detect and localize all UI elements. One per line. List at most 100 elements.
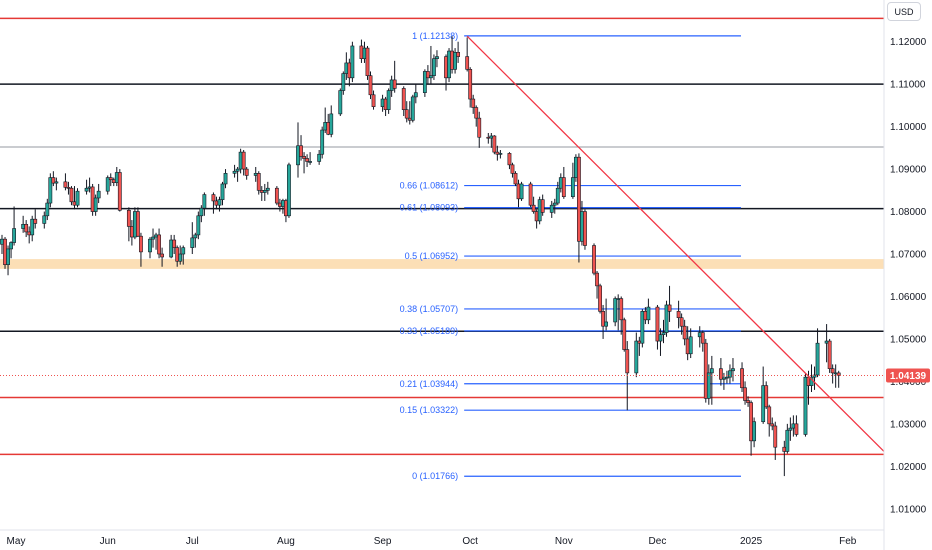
candle-89 [371,90,376,110]
candle-184 [773,421,778,460]
candle-11 [45,198,50,221]
candle-18 [72,186,77,210]
candle-61 [256,171,261,195]
candle-body [558,177,563,189]
price-axis[interactable]: 1.12000 1.11000 1.10000 1.09000 1.08000 1.070… [883,0,927,550]
candle-194 [815,328,820,378]
candle-body [277,202,282,207]
fib-level-label-7: 0.15 (1.03322) [400,405,459,415]
candle-body [172,239,177,248]
candle-87 [365,45,370,80]
candle-body [33,218,38,224]
currency-button[interactable]: USD [887,2,921,21]
candle-body [105,177,110,192]
candle-119 [498,149,503,159]
candle-body [743,387,747,401]
fib-level-label-5: 0.33 (1.05189) [400,326,459,336]
candle-75 [317,149,322,165]
candle-174 [731,358,735,382]
candle-body [432,58,436,76]
candle-body [139,235,143,253]
candle-body [815,342,820,376]
candle-93 [389,75,394,97]
candle-body [96,190,101,199]
candle-136 [574,154,578,182]
candle-190 [803,372,808,437]
candle-body [709,368,714,374]
candle-body [253,173,258,176]
candle-24 [96,183,101,204]
price-tick-label: 1.03000 [890,419,927,430]
candle-body [764,385,769,408]
candle-185 [782,440,787,477]
candle-107 [450,36,454,74]
candle-51 [214,196,219,210]
candle-body [413,92,418,98]
candle-36 [151,228,155,248]
candle-53 [220,181,225,206]
candle-body [9,242,13,250]
candle-41 [172,234,177,255]
candle-160 [676,300,681,329]
candle-body [495,151,500,155]
candle-57 [238,148,243,174]
candle-body [552,202,557,206]
candle-82 [344,52,349,80]
candle-body [235,168,240,172]
candle-3 [9,241,13,259]
candle-body [770,423,775,427]
candle-22 [90,183,95,216]
candle-151 [637,336,642,356]
trendline-layer[interactable] [466,35,885,452]
candle-body [836,372,841,376]
candle-112 [471,94,476,114]
last-price-layer: 1.04139 [0,368,930,383]
candle-121 [510,162,515,178]
candle-81 [341,71,346,95]
candle-body [238,151,243,170]
candle-body [329,113,334,135]
time-axis[interactable]: May Jun Jul Aug Sep Oct Nov Dec 2025 Feb [0,529,884,547]
candle-body [474,107,479,119]
candle-body [296,145,300,166]
candle-body [794,423,799,435]
candle-body [244,168,249,176]
candle-105 [444,54,448,91]
candle-134 [561,166,566,199]
candle-158 [664,300,669,337]
candle-body [640,311,645,344]
candle-143 [601,304,605,339]
candle-29 [117,169,122,212]
candle-95 [401,86,406,117]
candle-body [117,172,122,211]
candle-2 [6,245,10,276]
candle-47 [196,211,201,240]
candle-body [389,79,394,91]
candle-72 [302,152,306,174]
candle-69 [287,162,291,218]
fib-level-label-0: 1 (1.12138) [412,31,458,41]
candle-155 [655,304,660,350]
candle-body [223,173,228,185]
candle-body [114,172,119,183]
candle-body [386,90,391,110]
candle-45 [190,222,195,255]
candle-64 [265,181,270,195]
candle-body [27,231,32,236]
candle-body [510,164,515,174]
candle-170 [718,358,723,386]
candle-116 [489,133,494,148]
fibonacci-retracement[interactable]: 1 (1.12138) 0.66 (1.08612) 0.61 (1.08093) 0… [400,31,741,481]
time-tick-label: May [7,536,26,547]
candle-198 [833,364,838,388]
candle-79 [329,105,334,138]
candle-body [347,62,352,79]
price-tick-label: 1.09000 [890,165,927,176]
price-tick-label: 1.07000 [890,250,927,261]
fib-level-label-2: 0.61 (1.08093) [400,203,459,213]
candle-body [604,321,609,327]
candle-body [661,332,666,335]
candle-body [54,181,59,184]
candle-76 [320,126,325,159]
